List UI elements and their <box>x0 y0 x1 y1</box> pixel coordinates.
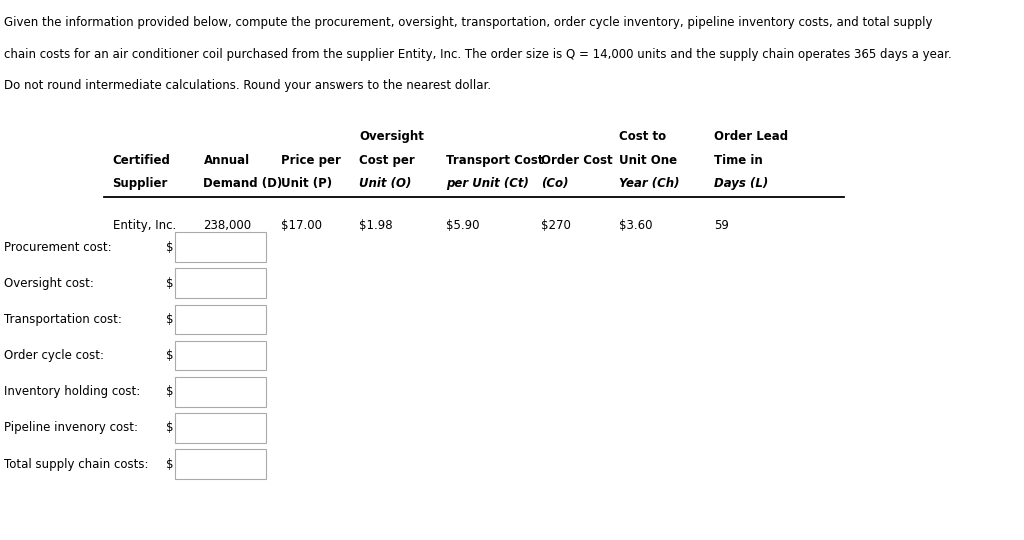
Text: $: $ <box>166 313 174 326</box>
Text: $: $ <box>166 385 174 399</box>
Text: Order cycle cost:: Order cycle cost: <box>4 349 104 362</box>
Text: Procurement cost:: Procurement cost: <box>4 240 112 254</box>
Text: $270: $270 <box>541 219 571 232</box>
Text: $: $ <box>166 457 174 471</box>
Text: Price per: Price per <box>282 154 341 167</box>
FancyBboxPatch shape <box>175 232 266 262</box>
Text: Unit One: Unit One <box>620 154 677 167</box>
Text: Supplier: Supplier <box>113 177 168 190</box>
Text: Unit (O): Unit (O) <box>359 177 412 190</box>
Text: $17.00: $17.00 <box>282 219 323 232</box>
FancyBboxPatch shape <box>175 268 266 298</box>
Text: Transport Cost: Transport Cost <box>445 154 544 167</box>
Text: Year (Ch): Year (Ch) <box>620 177 680 190</box>
Text: $: $ <box>166 349 174 362</box>
FancyBboxPatch shape <box>175 377 266 407</box>
Text: Do not round intermediate calculations. Round your answers to the nearest dollar: Do not round intermediate calculations. … <box>4 79 492 92</box>
Text: Entity, Inc.: Entity, Inc. <box>113 219 176 232</box>
Text: Time in: Time in <box>715 154 763 167</box>
Text: Cost to: Cost to <box>620 130 667 143</box>
FancyBboxPatch shape <box>175 449 266 479</box>
Text: Demand (D): Demand (D) <box>204 177 283 190</box>
Text: $: $ <box>166 276 174 290</box>
Text: Oversight: Oversight <box>359 130 424 143</box>
Text: Oversight cost:: Oversight cost: <box>4 276 94 290</box>
FancyBboxPatch shape <box>175 305 266 334</box>
Text: $: $ <box>166 240 174 254</box>
FancyBboxPatch shape <box>175 341 266 370</box>
Text: Order Cost: Order Cost <box>541 154 612 167</box>
Text: $3.60: $3.60 <box>620 219 652 232</box>
Text: $1.98: $1.98 <box>359 219 393 232</box>
Text: Certified: Certified <box>113 154 170 167</box>
FancyBboxPatch shape <box>175 413 266 443</box>
Text: $: $ <box>166 421 174 435</box>
Text: Days (L): Days (L) <box>715 177 769 190</box>
Text: chain costs for an air conditioner coil purchased from the supplier Entity, Inc.: chain costs for an air conditioner coil … <box>4 48 952 60</box>
Text: (Co): (Co) <box>541 177 568 190</box>
Text: Transportation cost:: Transportation cost: <box>4 313 122 326</box>
Text: Inventory holding cost:: Inventory holding cost: <box>4 385 140 399</box>
Text: Given the information provided below, compute the procurement, oversight, transp: Given the information provided below, co… <box>4 16 933 29</box>
Text: Cost per: Cost per <box>359 154 415 167</box>
Text: 238,000: 238,000 <box>204 219 252 232</box>
Text: Order Lead: Order Lead <box>715 130 788 143</box>
Text: 59: 59 <box>715 219 729 232</box>
Text: $5.90: $5.90 <box>445 219 479 232</box>
Text: per Unit (Ct): per Unit (Ct) <box>445 177 528 190</box>
Text: Total supply chain costs:: Total supply chain costs: <box>4 457 148 471</box>
Text: Annual: Annual <box>204 154 250 167</box>
Text: Pipeline invenory cost:: Pipeline invenory cost: <box>4 421 138 435</box>
Text: Unit (P): Unit (P) <box>282 177 333 190</box>
